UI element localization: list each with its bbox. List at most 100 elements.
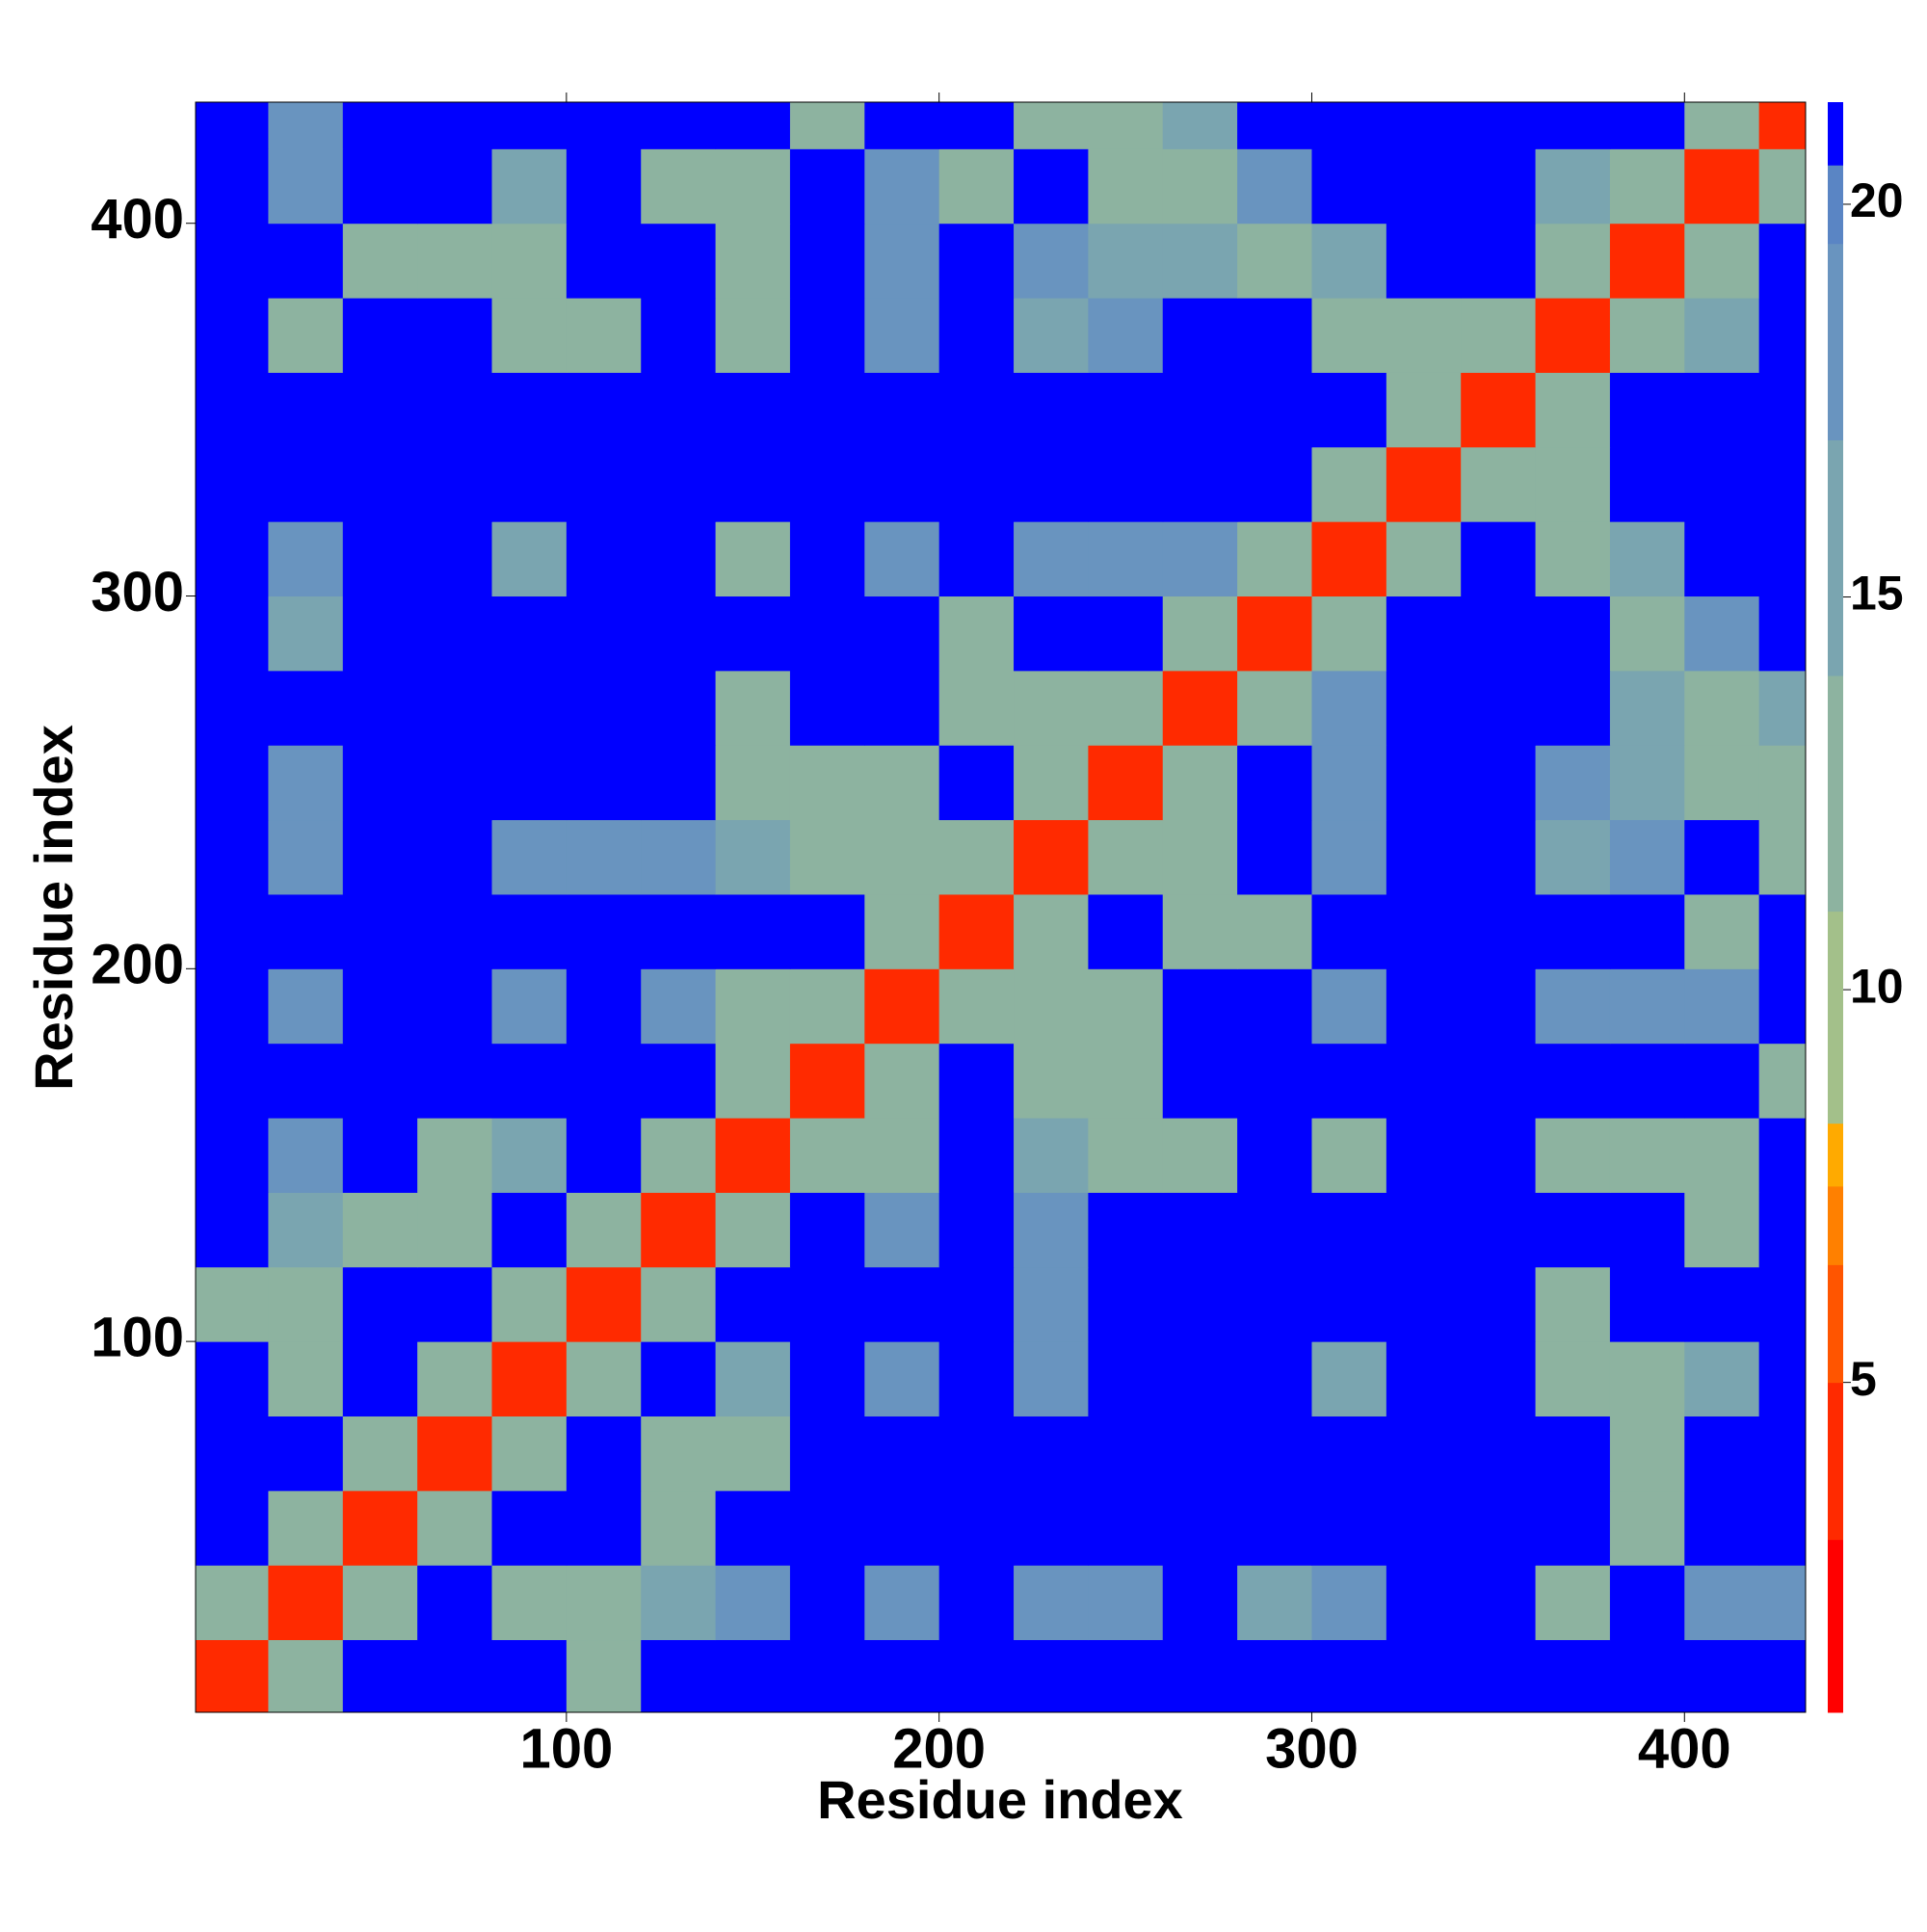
heatmap-cell (1758, 1416, 1806, 1492)
heatmap-cell (938, 893, 1015, 969)
heatmap-cell (1609, 1490, 1685, 1566)
heatmap-cell (1014, 521, 1089, 597)
heatmap-cell (1014, 223, 1089, 299)
heatmap-cell (1684, 1043, 1760, 1119)
heatmap-cell (1162, 1266, 1238, 1342)
heatmap-cell (1237, 372, 1312, 448)
heatmap-cell (641, 670, 717, 746)
heatmap-cell (641, 1192, 717, 1268)
y-tick-label: 100 (91, 1306, 184, 1368)
heatmap-cell (566, 1565, 642, 1641)
heatmap-cell (1609, 819, 1685, 895)
heatmap-cell (1386, 819, 1462, 895)
heatmap-cell (1311, 102, 1387, 149)
heatmap-cell (268, 102, 344, 149)
heatmap-cell (342, 1192, 418, 1268)
heatmap-cell (268, 595, 344, 672)
heatmap-cell (1684, 1266, 1760, 1342)
heatmap-cell (1014, 1341, 1089, 1416)
colorbar-segment (1828, 243, 1843, 441)
heatmap-cell (1461, 1266, 1537, 1342)
heatmap-cell (268, 1266, 344, 1342)
heatmap-cell (1311, 745, 1387, 821)
heatmap-cell (1237, 1118, 1312, 1193)
heatmap-cell (196, 595, 269, 672)
heatmap-cell (789, 1266, 865, 1342)
heatmap-cell (417, 521, 493, 597)
heatmap-cell (1758, 446, 1806, 522)
heatmap-cell (1535, 1192, 1611, 1268)
heatmap-cell (1088, 1490, 1164, 1566)
heatmap-cell (1386, 298, 1462, 373)
heatmap-cell (1535, 745, 1611, 821)
heatmap-cell (268, 1341, 344, 1416)
heatmap-cell (417, 446, 493, 522)
heatmap-cell (342, 670, 418, 746)
heatmap-cell (1609, 1266, 1685, 1342)
heatmap-cell (1237, 819, 1312, 895)
heatmap-cell (715, 1266, 791, 1342)
heatmap-cell (938, 819, 1015, 895)
heatmap-cell (417, 893, 493, 969)
heatmap-cell (417, 372, 493, 448)
heatmap-cell (1535, 372, 1611, 448)
heatmap-cell (715, 521, 791, 597)
heatmap-cell (1162, 372, 1238, 448)
heatmap-cell (491, 1266, 568, 1342)
heatmap-cell (1162, 446, 1238, 522)
heatmap-cell (342, 298, 418, 373)
heatmap-cell (566, 1639, 642, 1712)
heatmap-cell (342, 893, 418, 969)
heatmap-cell (1311, 148, 1387, 225)
heatmap-cell (1237, 893, 1312, 969)
heatmap-cell (1311, 1118, 1387, 1193)
heatmap-cell (196, 372, 269, 448)
heatmap-cell (1461, 372, 1537, 448)
colorbar-segment (1828, 675, 1843, 913)
heatmap-cell (864, 1416, 940, 1492)
y-tick-label: 400 (91, 188, 184, 251)
y-tick-label: 300 (91, 561, 184, 623)
heatmap-cell (1758, 595, 1806, 672)
heatmap-cell (1461, 1192, 1537, 1268)
heatmap-cell (1162, 102, 1238, 149)
heatmap-cell (342, 372, 418, 448)
heatmap-cell (1088, 745, 1164, 821)
heatmap-cell (566, 968, 642, 1045)
heatmap-cell (1311, 819, 1387, 895)
heatmap-cell (342, 521, 418, 597)
heatmap-cell (1535, 1341, 1611, 1416)
heatmap-cell (789, 1341, 865, 1416)
heatmap-cell (1684, 595, 1760, 672)
heatmap-cell (1162, 670, 1238, 746)
heatmap-cell (938, 670, 1015, 746)
heatmap-cell (268, 819, 344, 895)
heatmap-cell (1237, 446, 1312, 522)
heatmap-cell (491, 446, 568, 522)
heatmap-cell (342, 1416, 418, 1492)
heatmap-cell (715, 372, 791, 448)
heatmap-cell (641, 745, 717, 821)
heatmap-cell (1758, 298, 1806, 373)
heatmap-cell (196, 1118, 269, 1193)
heatmap-cell (1758, 1490, 1806, 1566)
heatmap-cell (268, 670, 344, 746)
heatmap-cell (1535, 670, 1611, 746)
heatmap-cell (1461, 670, 1537, 746)
heatmap-cell (417, 1043, 493, 1119)
heatmap-cell (1014, 298, 1089, 373)
heatmap-cell (1535, 1266, 1611, 1342)
heatmap-cell (196, 670, 269, 746)
heatmap-cell (268, 1416, 344, 1492)
heatmap-cell (1162, 1043, 1238, 1119)
heatmap-cell (1684, 745, 1760, 821)
heatmap-cell (1386, 521, 1462, 597)
heatmap-cell (864, 1118, 940, 1193)
heatmap-cell (1088, 893, 1164, 969)
heatmap-cell (1386, 1266, 1462, 1342)
heatmap-cell (1609, 1118, 1685, 1193)
heatmap-cell (1684, 102, 1760, 149)
heatmap-cell (1014, 1266, 1089, 1342)
heatmap-cell (196, 1043, 269, 1119)
heatmap-cell (1311, 968, 1387, 1045)
